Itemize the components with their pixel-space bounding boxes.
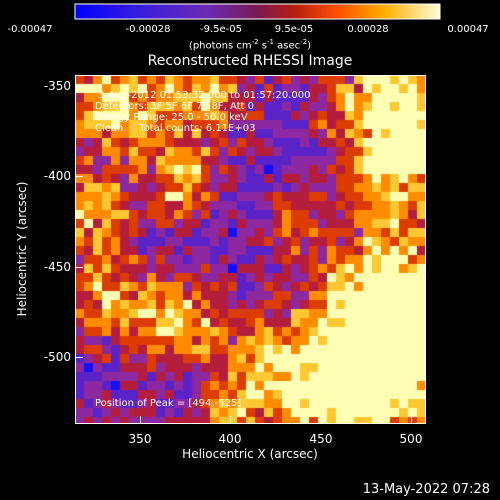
xtick-mark-3 (321, 416, 322, 424)
colorbar-tick-1: -0.00047 (7, 24, 53, 35)
heatmap-canvas (75, 75, 426, 424)
colorbar-tick-6: 0.00047 (447, 24, 489, 35)
annotation-energy: Energy Range: 25.0 - 50.0 keV (95, 112, 248, 123)
annotation-detectors: Detectors: 3F 5F 6F 7F 8F, Att 0 (95, 101, 255, 112)
xtick-label-4: 500 (399, 432, 423, 446)
ytick-mark-2 (75, 176, 83, 177)
heatmap-image (75, 75, 426, 424)
annotation-peak: Position of Peak = [494,-525] (95, 398, 242, 409)
y-axis-label: Heliocentric Y (arcsec) (15, 181, 29, 317)
colorbar (74, 3, 441, 20)
colorbar-tick-2: -0.00028 (125, 24, 171, 35)
ytick-label-4: -500 (43, 350, 71, 364)
xtick-mark-2 (230, 416, 231, 424)
ytick-mark-3 (75, 267, 83, 268)
colorbar-units: (photons cm-2 s-1 asec-2) (188, 38, 312, 52)
ytick-label-3: -450 (43, 260, 71, 274)
colorbar-gradient (74, 3, 441, 20)
colorbar-tick-3: -9.5e-05 (200, 24, 242, 35)
xtick-mark-1 (140, 416, 141, 424)
footer-date: 13-May-2022 07:28 (362, 482, 490, 497)
xtick-label-3: 450 (309, 432, 333, 446)
xtick-mark-4 (411, 416, 412, 424)
ytick-mark-4 (75, 357, 83, 358)
ytick-label-2: -400 (43, 169, 71, 183)
xtick-label-1: 350 (128, 432, 152, 446)
annotation-clean: Clean Total counts: 6.11E+03 (95, 123, 256, 134)
annotation-time: 3-Aug-2012 01:53:32.000 to 01:57:20.000 (95, 90, 311, 101)
ytick-mark-1 (75, 86, 83, 87)
colorbar-tick-5: 0.00028 (347, 24, 389, 35)
xtick-label-2: 400 (218, 432, 242, 446)
ytick-label-1: -350 (43, 79, 71, 93)
x-axis-label: Heliocentric X (arcsec) (182, 447, 318, 461)
plot-title: Reconstructed RHESSI Image (147, 53, 353, 69)
colorbar-tick-4: 9.5e-05 (274, 24, 314, 35)
